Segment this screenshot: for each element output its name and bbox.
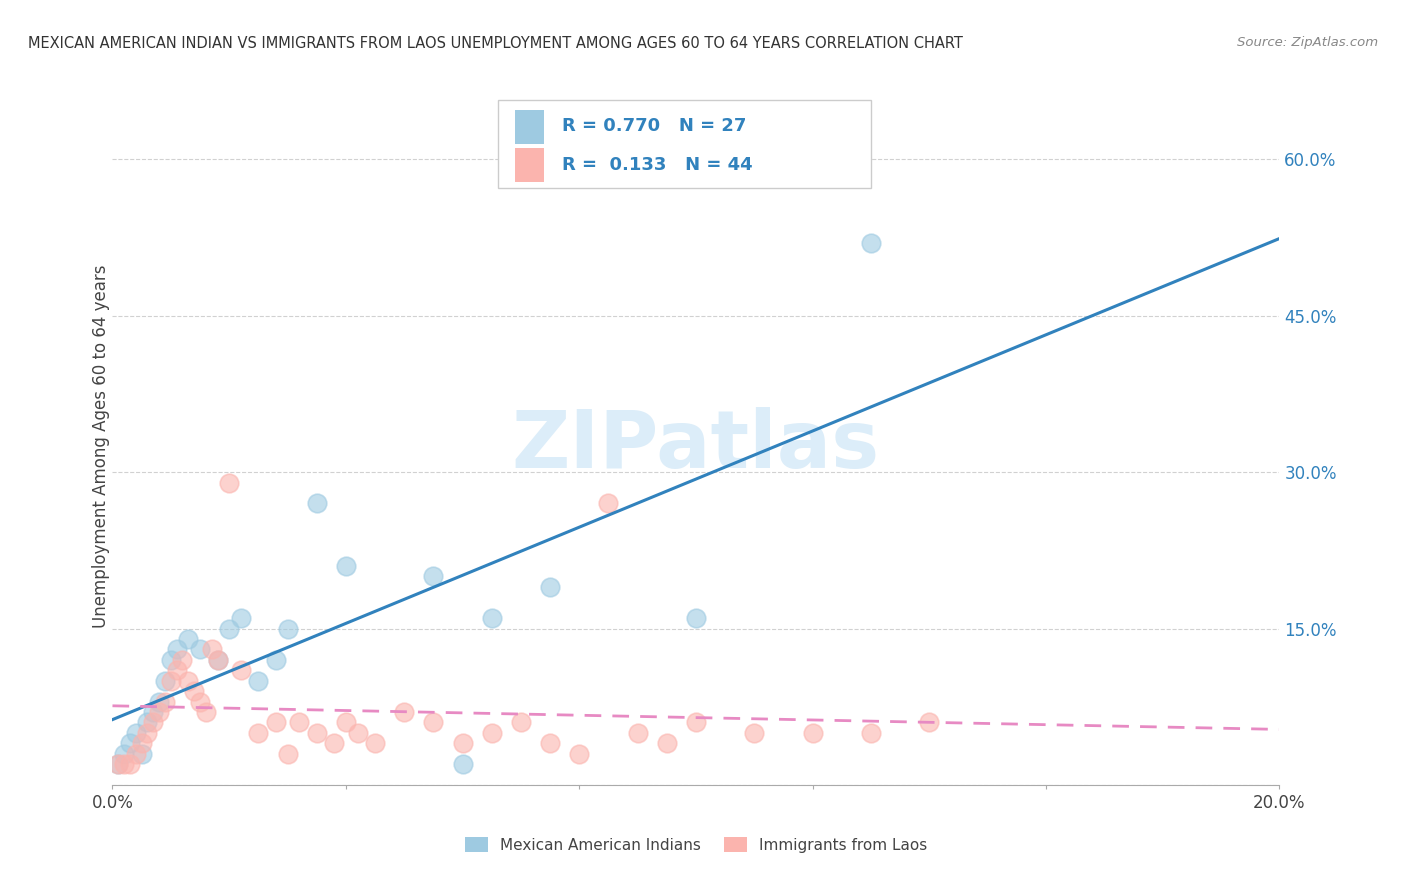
Point [247,726,270,740]
Point [218,622,240,636]
Point [451,757,474,772]
Text: R = 0.770   N = 27: R = 0.770 N = 27 [562,117,747,135]
Point [207,653,229,667]
Point [166,663,188,677]
Y-axis label: Unemployment Among Ages 60 to 64 years: Unemployment Among Ages 60 to 64 years [93,264,110,628]
Point [142,705,165,719]
Point [118,736,141,750]
Point [188,694,211,708]
Point [860,235,883,250]
Point [801,726,824,740]
Point [118,757,141,772]
Point [177,632,200,646]
Point [323,736,346,750]
Point [568,747,591,761]
Point [247,673,270,688]
Point [335,558,357,573]
Legend: Mexican American Indians, Immigrants from Laos: Mexican American Indians, Immigrants fro… [458,830,934,859]
Point [194,705,217,719]
Point [218,475,240,490]
Point [685,715,707,730]
Point [335,715,357,730]
Point [481,611,503,625]
Point [107,757,129,772]
Point [148,694,170,708]
Text: R =  0.133   N = 44: R = 0.133 N = 44 [562,156,752,174]
FancyBboxPatch shape [515,148,544,182]
Point [148,705,170,719]
Point [107,757,129,772]
Point [288,715,311,730]
Point [276,747,298,761]
Point [481,726,503,740]
Point [153,694,176,708]
Point [136,715,159,730]
Point [685,611,707,625]
Point [188,642,211,657]
Point [201,642,224,657]
Point [177,673,200,688]
Point [422,715,444,730]
Point [131,736,153,750]
Point [136,726,159,740]
Point [264,653,287,667]
Point [451,736,474,750]
Point [160,653,183,667]
Point [153,673,176,688]
Point [183,684,205,698]
Point [860,726,883,740]
Point [125,726,148,740]
Point [131,747,153,761]
Point [627,726,650,740]
Point [509,715,531,730]
Point [125,747,148,761]
Point [207,653,229,667]
FancyBboxPatch shape [498,100,872,188]
Point [305,496,328,510]
Point [364,736,387,750]
Point [112,747,135,761]
Point [598,496,620,510]
Point [742,726,765,740]
Point [394,705,416,719]
Point [422,569,444,583]
FancyBboxPatch shape [515,111,544,145]
Point [346,726,368,740]
Text: MEXICAN AMERICAN INDIAN VS IMMIGRANTS FROM LAOS UNEMPLOYMENT AMONG AGES 60 TO 64: MEXICAN AMERICAN INDIAN VS IMMIGRANTS FR… [28,36,963,51]
Point [160,673,183,688]
Point [166,642,188,657]
Point [142,715,165,730]
Point [276,622,298,636]
Point [229,663,252,677]
Point [538,736,561,750]
Point [918,715,941,730]
Text: ZIPatlas: ZIPatlas [512,407,880,485]
Point [172,653,194,667]
Point [538,580,561,594]
Point [305,726,328,740]
Point [229,611,252,625]
Point [655,736,678,750]
Point [112,757,135,772]
Text: Source: ZipAtlas.com: Source: ZipAtlas.com [1237,36,1378,49]
Point [264,715,287,730]
